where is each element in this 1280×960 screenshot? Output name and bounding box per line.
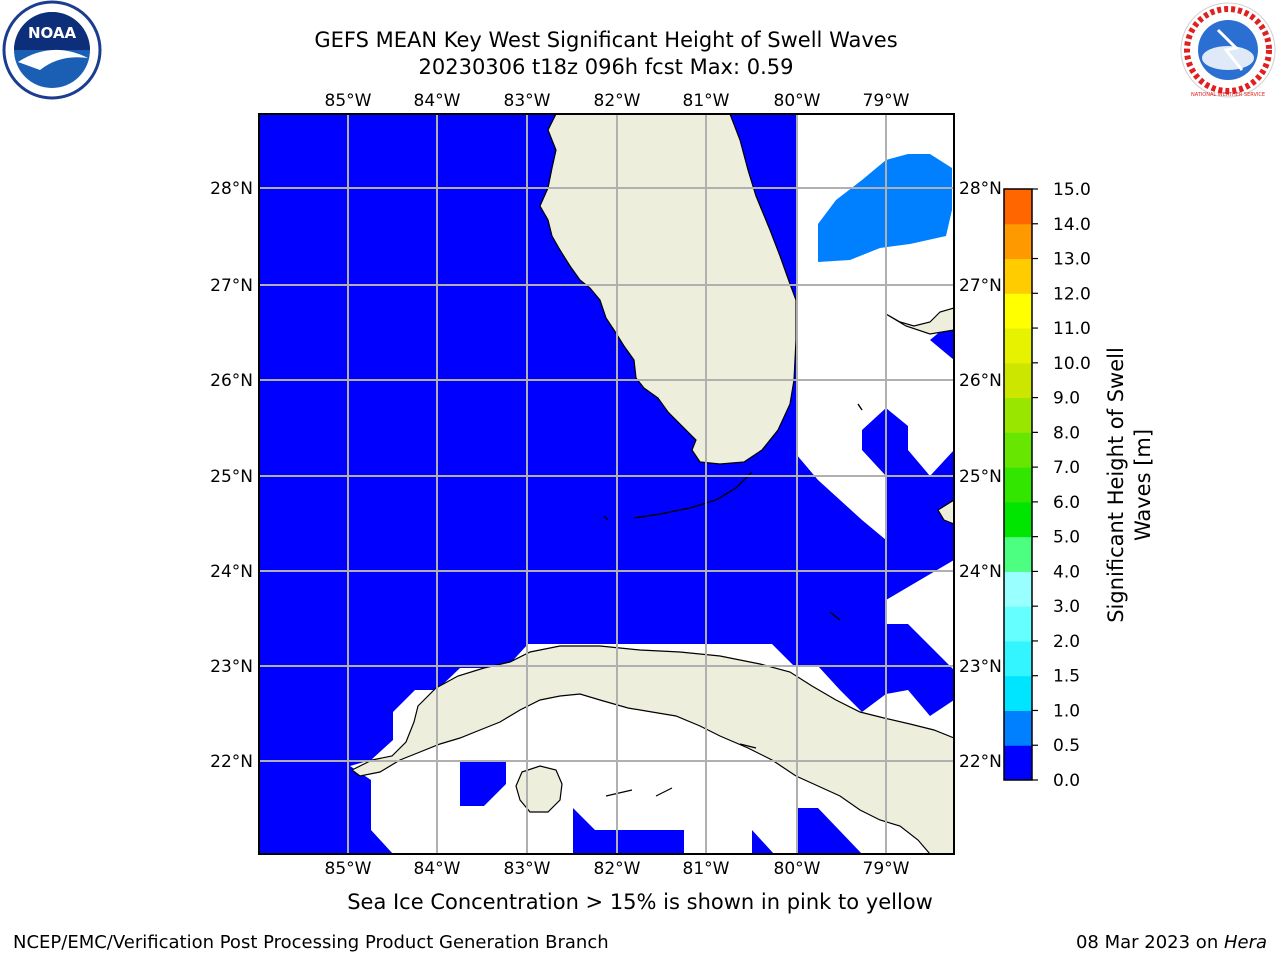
colorbar-tick-label: 11.0 [1053,319,1091,339]
map-gridlines [259,114,954,854]
lat-label-right: 23°N [959,657,1002,677]
florida-keys [603,403,863,621]
colorbar-tick-label: 1.0 [1053,701,1080,721]
lat-label-right: 24°N [959,562,1002,582]
colorbar-segment [1004,189,1032,225]
colorbar-segment [1004,223,1032,260]
footer-credit: NCEP/EMC/Verification Post Processing Pr… [13,932,609,953]
colorbar-tick-label: 2.0 [1053,632,1080,652]
lon-label-bottom: 83°W [504,859,551,879]
colorbar-tick-label: 9.0 [1053,389,1080,409]
colorbar-tick-label: 6.0 [1053,493,1080,513]
colorbar-segment [1004,397,1032,433]
lat-label-right: 22°N [959,752,1002,772]
footer-date-text: 08 Mar 2023 on [1075,932,1224,953]
lat-label-left: 23°N [210,657,253,677]
colorbar-tick-label: 10.0 [1053,354,1091,374]
noaa-logo-text: NOAA [28,24,77,42]
sea-ice-note: Sea Ice Concentration > 15% is shown in … [347,890,933,914]
colorbar-segment [1004,640,1032,677]
nws-logo-text: NATIONAL WEATHER SERVICE [1191,92,1265,98]
colorbar-tick-label: 15.0 [1053,180,1091,200]
lon-label-bottom: 85°W [325,859,372,879]
lon-label-top: 80°W [774,91,821,111]
map-frame [258,113,955,855]
colorbar-segment [1004,432,1032,468]
colorbar-tick-label: 3.0 [1053,597,1080,617]
land-florida [539,114,797,465]
footer-host: Hera [1223,932,1267,953]
colorbar-segment [1004,328,1032,364]
colorbar-frame [1003,188,1033,781]
colorbar-segment [1004,467,1032,503]
lon-label-top: 79°W [863,91,910,111]
colorbar-segment [1004,675,1032,711]
colorbar-tick-label: 0.0 [1053,771,1080,791]
colorbar-tick-label: 12.0 [1053,284,1091,304]
lat-label-left: 28°N [210,179,253,199]
lon-label-bottom: 84°W [414,859,461,879]
land-bahamas [885,307,954,335]
colorbar-tick-label: 8.0 [1053,423,1080,443]
land-cuba [350,645,954,854]
colorbar-segment [1004,745,1032,781]
nws-logo: NATIONAL WEATHER SERVICE [1180,2,1276,98]
lon-label-top: 83°W [504,91,551,111]
lat-label-left: 26°N [210,371,253,391]
colorbar-segment [1004,362,1032,399]
lat-label-right: 28°N [959,179,1002,199]
colorbar-tick-label: 14.0 [1053,215,1091,235]
lat-label-left: 24°N [210,562,253,582]
lon-label-top: 81°W [683,91,730,111]
colorbar-segment [1004,501,1032,538]
lon-label-bottom: 79°W [863,859,910,879]
colorbar: 0.0 0.5 1.0 1.5 2.0 3.0 4.0 5.0 6.0 7.0 8.0 9.0 10.0… [1003,180,1091,791]
lon-label-bottom: 80°W [774,859,821,879]
noaa-logo: NOAA [2,0,102,100]
colorbar-segment [1004,710,1032,746]
lon-label-top: 82°W [594,91,641,111]
colorbar-tick-label: 0.5 [1053,736,1080,756]
footer-date: 08 Mar 2023 on Hera [1076,932,1267,953]
colorbar-tick-label: 7.0 [1053,458,1080,478]
lat-label-right: 26°N [959,371,1002,391]
lat-label-left: 27°N [210,276,253,296]
lon-label-top: 85°W [325,91,372,111]
colorbar-segment [1004,571,1032,607]
colorbar-tick-label: 13.0 [1053,250,1091,270]
colorbar-tick-label: 1.5 [1053,667,1080,687]
colorbar-segment [1004,606,1032,642]
colorbar-title-line2: Waves [m] [1131,429,1155,541]
chart-subtitle: 20230306 t18z 096h fcst Max: 0.59 [418,55,794,79]
colorbar-segment [1004,258,1032,294]
colorbar-tick-label: 4.0 [1053,562,1080,582]
lon-label-bottom: 81°W [683,859,730,879]
lat-label-right: 27°N [959,276,1002,296]
colorbar-tick-label: 5.0 [1053,528,1080,548]
lon-label-top: 84°W [414,91,461,111]
lat-label-right: 25°N [959,467,1002,487]
colorbar-segment [1004,293,1032,329]
lat-label-left: 25°N [210,467,253,487]
lat-label-left: 22°N [210,752,253,772]
colorbar-title-line1: Significant Height of Swell [1104,347,1128,623]
colorbar-segment [1004,536,1032,572]
chart-title: GEFS MEAN Key West Significant Height of… [314,28,898,52]
lon-label-bottom: 82°W [594,859,641,879]
